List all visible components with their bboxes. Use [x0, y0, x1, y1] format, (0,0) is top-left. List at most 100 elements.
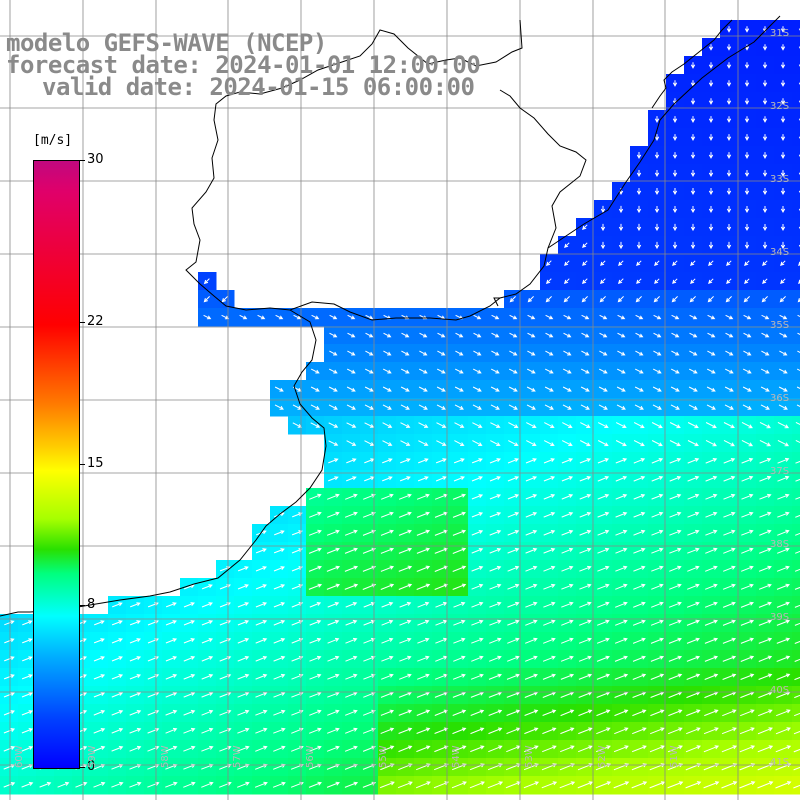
wind-arrow: [705, 565, 718, 572]
wind-arrow: [239, 314, 248, 320]
wind-arrow: [470, 745, 485, 753]
wind-arrow: [255, 638, 268, 644]
wind-arrow: [506, 727, 521, 735]
wind-arrow: [255, 548, 267, 554]
wind-arrow: [451, 781, 467, 789]
longitude-label: 53W: [524, 745, 535, 768]
wind-arrow: [777, 457, 790, 464]
wind-arrow: [507, 655, 520, 662]
wind-arrow: [183, 620, 195, 626]
wind-arrow: [690, 152, 696, 159]
wind-arrow: [291, 566, 303, 572]
wind-arrow: [613, 745, 629, 753]
wind-speed-cell: [792, 470, 800, 489]
wind-arrow: [488, 709, 503, 716]
wind-arrow: [382, 476, 393, 482]
wind-arrow: [364, 404, 374, 410]
wind-arrow: [362, 529, 376, 536]
wind-arrow: [380, 529, 394, 536]
wind-arrow: [237, 602, 250, 608]
wind-arrow: [129, 656, 142, 662]
wind-arrow: [598, 404, 608, 410]
wind-arrow: [654, 188, 660, 196]
wind-arrow: [381, 493, 394, 500]
wind-arrow: [544, 386, 554, 392]
wind-arrow: [129, 620, 141, 626]
wind-arrow: [39, 781, 52, 788]
wind-arrow: [690, 206, 696, 214]
wind-arrow: [778, 404, 788, 410]
wind-arrow: [762, 98, 768, 105]
wind-arrow: [273, 709, 286, 716]
wind-arrow: [744, 224, 750, 232]
wind-arrow: [705, 511, 718, 518]
wind-arrow: [636, 170, 642, 178]
wind-arrow: [599, 350, 608, 356]
wind-arrow: [704, 619, 718, 626]
wind-arrow: [636, 188, 642, 196]
wind-arrow: [651, 547, 664, 554]
wind-arrow: [129, 781, 142, 788]
wind-arrow: [561, 547, 574, 554]
wind-arrow: [600, 223, 606, 232]
wind-arrow: [651, 440, 663, 447]
wind-arrow: [744, 26, 750, 33]
wind-arrow: [329, 350, 338, 356]
wind-speed-cell: [792, 650, 800, 669]
wind-arrow: [400, 422, 411, 428]
wind-arrow: [383, 350, 392, 356]
wind-arrow: [509, 296, 516, 303]
wind-arrow: [563, 296, 570, 303]
wind-arrow: [708, 152, 714, 159]
wind-arrow: [273, 638, 286, 644]
wind-arrow: [183, 602, 195, 608]
wind-arrow: [436, 440, 447, 446]
wind-arrow: [525, 494, 538, 500]
wind-arrow: [615, 494, 628, 500]
wind-arrow: [723, 439, 735, 447]
wind-arrow: [563, 332, 572, 338]
wind-arrow: [310, 422, 321, 428]
wind-arrow: [687, 565, 700, 572]
wind-arrow: [292, 512, 303, 518]
wind-arrow: [617, 296, 624, 303]
wind-arrow: [743, 332, 752, 338]
wind-arrow: [400, 458, 411, 464]
wind-arrow: [490, 368, 500, 374]
wind-arrow: [417, 655, 430, 662]
wind-arrow: [274, 530, 285, 536]
wind-arrow: [417, 476, 429, 482]
wind-arrow: [762, 62, 768, 69]
wind-speed-cell: [792, 182, 800, 201]
wind-arrow: [329, 332, 338, 338]
wind-arrow: [345, 655, 358, 662]
wind-speed-cell: [792, 416, 800, 435]
wind-arrow: [454, 422, 465, 428]
wind-arrow: [380, 583, 395, 590]
wind-arrow: [400, 386, 410, 392]
wind-speed-cell: [792, 236, 800, 255]
wind-arrow: [794, 694, 800, 699]
wind-arrow: [580, 422, 591, 428]
wind-arrow: [686, 637, 700, 644]
wind-arrow: [708, 260, 714, 266]
wind-arrow: [311, 314, 320, 320]
wind-arrow: [203, 296, 210, 303]
wind-arrow: [739, 745, 756, 753]
wind-arrow: [22, 638, 33, 644]
wind-arrow: [596, 673, 611, 680]
wind-arrow: [723, 529, 736, 536]
wind-arrow: [419, 350, 428, 356]
wind-arrow: [129, 727, 142, 734]
wind-speed-cell: [792, 632, 800, 651]
wind-arrow: [201, 638, 214, 644]
wind-arrow: [254, 781, 268, 788]
wind-arrow: [760, 386, 770, 392]
wind-arrow: [111, 692, 124, 698]
wind-arrow: [111, 710, 124, 716]
wind-arrow: [703, 781, 720, 789]
wind-arrow: [543, 637, 556, 644]
wind-arrow: [672, 134, 678, 141]
